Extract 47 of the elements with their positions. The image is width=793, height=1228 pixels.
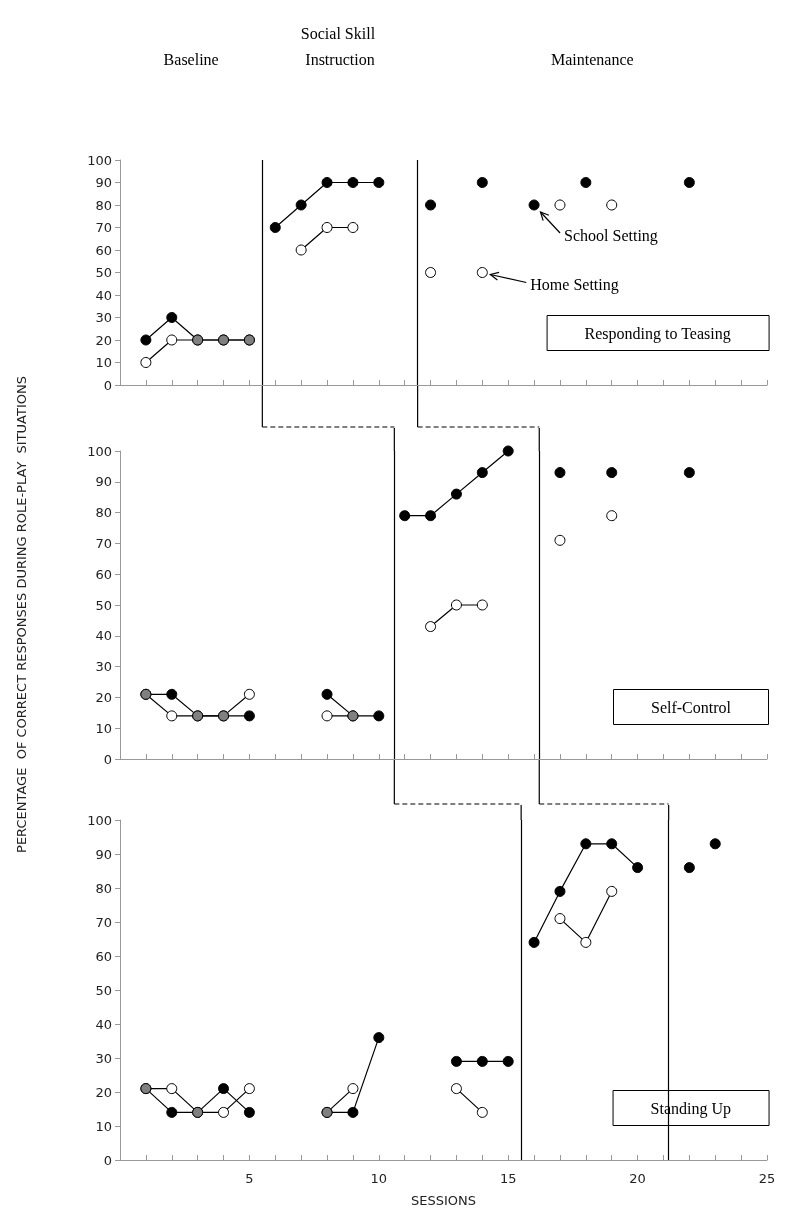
y-tick-label: 20 [95, 689, 112, 705]
y-tick-label: 50 [95, 265, 112, 280]
text: Responding to Teasing [584, 324, 731, 343]
y-tick-label: 100 [87, 443, 112, 459]
y-tick-label: 90 [95, 175, 112, 190]
y-tick-label: 30 [95, 1050, 112, 1066]
y-tick-label: 0 [103, 751, 112, 767]
y-tick-label: 70 [95, 535, 112, 551]
y-axis-title: PERCENTAGE OF CORRECT RESPONSES DURING ROLE-PLAY SITUATIONS [13, 375, 29, 853]
y-tick-label: 60 [95, 566, 112, 582]
y-tick-label: 20 [95, 1084, 112, 1100]
annotation: Home Setting [530, 276, 619, 294]
y-tick-label: 50 [95, 597, 112, 613]
x-axis-title: SESSIONS [410, 1193, 477, 1208]
x-tick-label: 15 [499, 1171, 517, 1186]
y-tick-label: 90 [95, 474, 112, 490]
text: Self-Control [651, 698, 732, 716]
y-tick-label: 10 [95, 355, 112, 370]
y-tick-label: 80 [95, 880, 112, 896]
y-tick-label: 80 [95, 197, 112, 213]
y-tick-label: 100 [87, 812, 112, 828]
y-tick-label: 80 [95, 505, 112, 521]
y-tick-label: 60 [95, 242, 112, 258]
text: Maintenance [551, 50, 634, 68]
y-tick-label: 30 [95, 659, 112, 675]
y-tick-label: 0 [103, 377, 112, 393]
y-tick-label: 30 [95, 310, 112, 325]
y-tick-label: 20 [95, 332, 112, 348]
y-tick-label: 50 [95, 982, 112, 998]
annotation: School Setting [564, 226, 658, 245]
y-tick-label: 90 [95, 846, 112, 862]
x-tick-label: 5 [245, 1171, 254, 1186]
y-tick-label: 60 [95, 948, 112, 964]
x-tick-label: 25 [758, 1171, 776, 1186]
y-tick-label: 10 [95, 1118, 112, 1134]
y-tick-label: 10 [95, 720, 112, 736]
text: Baseline [163, 50, 219, 68]
x-tick-label: 20 [629, 1171, 646, 1186]
text: Social Skill Instruction [300, 24, 380, 68]
y-tick-label: 40 [95, 287, 112, 303]
y-tick-label: 0 [103, 1152, 112, 1168]
y-tick-label: 40 [95, 1016, 112, 1032]
y-tick-label: 100 [87, 152, 112, 168]
y-tick-label: 40 [95, 628, 112, 644]
x-tick-label: 10 [370, 1171, 388, 1186]
y-tick-label: 70 [95, 220, 112, 235]
y-tick-label: 70 [95, 914, 112, 930]
